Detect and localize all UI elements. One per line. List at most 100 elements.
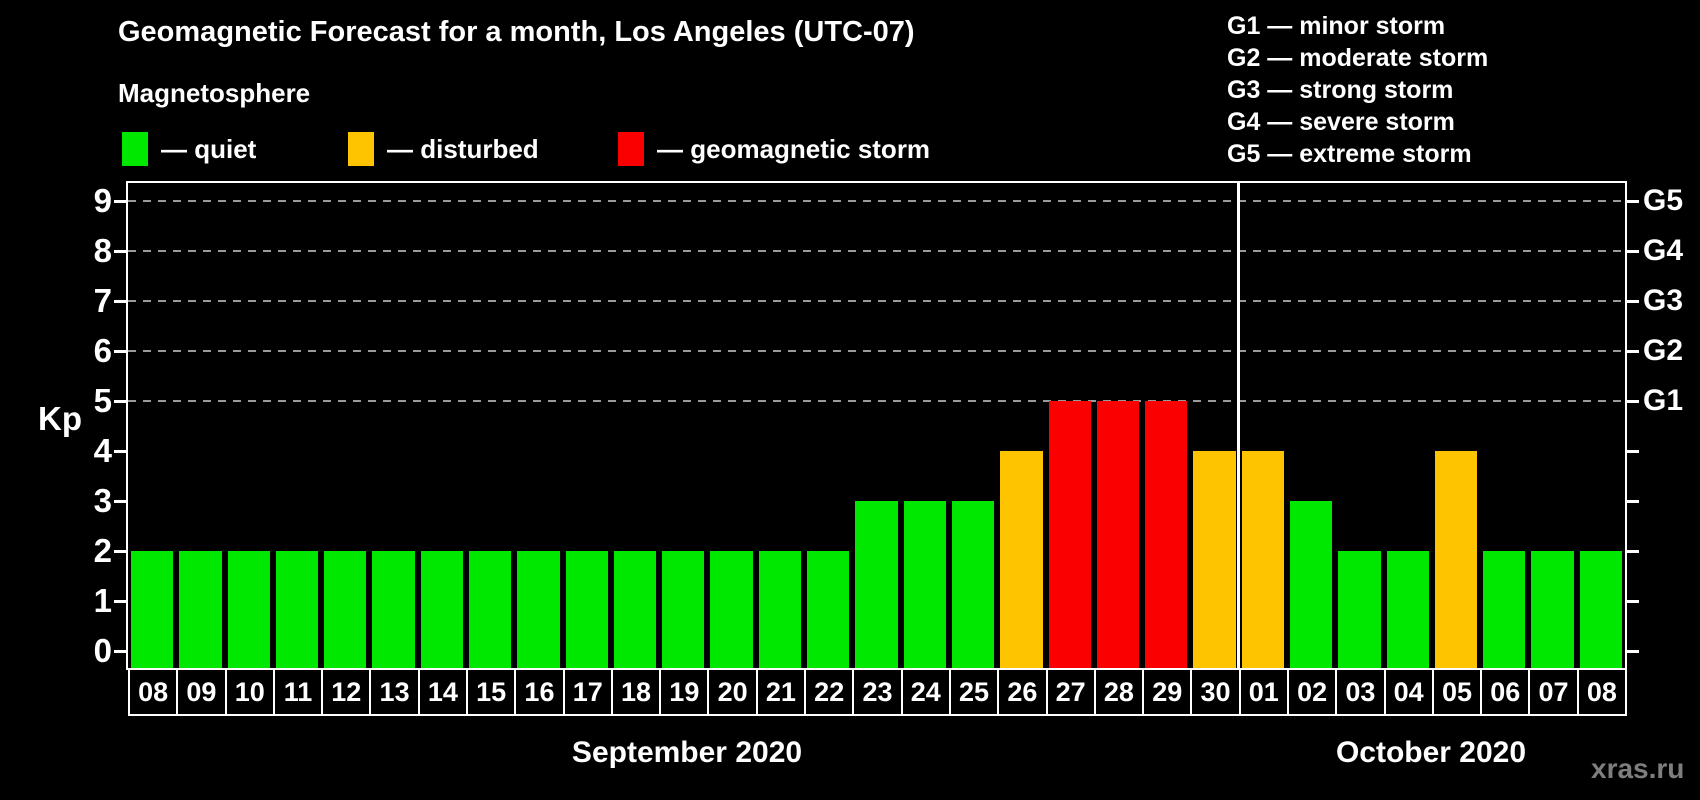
day-label-18: 18 <box>610 668 662 716</box>
y-tick-label-2: 2 <box>93 532 112 569</box>
right-tick-kp9 <box>1627 200 1639 203</box>
kp-bar-day-29 <box>1145 401 1188 668</box>
kp-bar-day-08 <box>1579 551 1622 668</box>
watermark: xras.ru <box>1591 753 1685 784</box>
storm-color-swatch <box>618 132 644 166</box>
day-label-09: 09 <box>176 668 227 716</box>
kp-bar-day-10 <box>227 551 270 668</box>
month-label-october: October 2020 <box>1335 736 1527 769</box>
g2-legend-line: G2 — moderate storm <box>1227 44 1489 72</box>
y-tick-label-0: 0 <box>93 632 112 669</box>
left-tick-kp3 <box>114 500 126 503</box>
day-label-30: 30 <box>1190 668 1241 716</box>
gridline-kp8 <box>128 250 1625 252</box>
kp-bar-day-20 <box>710 551 753 668</box>
right-tick-kp7 <box>1627 300 1639 303</box>
y-tick-label-5: 5 <box>93 382 112 419</box>
day-label-12: 12 <box>321 668 372 716</box>
day-label-05: 05 <box>1431 668 1483 716</box>
magnetosphere-label: Magnetosphere <box>118 78 311 108</box>
right-tick-kp0 <box>1627 650 1639 653</box>
day-label-11: 11 <box>272 668 324 716</box>
day-label-14: 14 <box>417 668 469 716</box>
left-tick-kp4 <box>114 450 126 453</box>
g5-legend-line: G5 — extreme storm <box>1227 140 1472 168</box>
day-label-24: 24 <box>900 668 951 716</box>
kp-bar-day-01 <box>1241 451 1284 668</box>
day-label-29: 29 <box>1142 668 1193 716</box>
legend-item-quiet: — quiet <box>122 129 256 169</box>
right-tick-kp6 <box>1627 350 1639 353</box>
kp-bar-day-14 <box>420 551 464 668</box>
gridline-kp6 <box>128 350 1625 352</box>
gridline-kp5 <box>128 400 1625 402</box>
right-tick-kp4 <box>1627 450 1639 453</box>
left-tick-kp9 <box>114 200 126 203</box>
right-tick-kp2 <box>1627 550 1639 553</box>
left-tick-kp8 <box>114 250 126 253</box>
g3-legend-line: G3 — strong storm <box>1227 76 1454 104</box>
left-tick-kp5 <box>114 400 126 403</box>
kp-bar-day-15 <box>469 551 512 668</box>
kp-bar-day-26 <box>1000 451 1043 668</box>
day-label-13: 13 <box>369 668 420 716</box>
kp-bar-day-24 <box>903 501 946 668</box>
kp-bar-day-17 <box>565 551 608 668</box>
right-axis-label-g3: G3 <box>1643 284 1684 317</box>
legend-label-storm: — geomagnetic storm <box>657 133 931 164</box>
right-axis-label-g4: G4 <box>1643 234 1684 267</box>
left-tick-kp7 <box>114 300 126 303</box>
right-tick-kp3 <box>1627 500 1639 503</box>
x-axis-day-row: 08 09 10 11 12 13 14 15 16 17 18 19 20 21 22 23 24 25 26 27… <box>128 668 1627 716</box>
day-label-08: 08 <box>128 668 179 716</box>
g-scale-legend: G1 — minor storm G2 — moderate storm G3 … <box>1227 10 1488 170</box>
left-tick-kp0 <box>114 650 126 653</box>
y-tick-label-4: 4 <box>93 432 112 469</box>
day-label-26: 26 <box>997 668 1048 716</box>
y-tick-label-6: 6 <box>93 332 112 369</box>
right-tick-kp1 <box>1627 600 1639 603</box>
kp-bar-day-18 <box>613 551 657 668</box>
day-label-06: 06 <box>1480 668 1531 716</box>
day-label-22: 22 <box>804 668 855 716</box>
plot-area <box>126 181 1627 670</box>
day-label-20: 20 <box>707 668 758 716</box>
right-axis-label-g2: G2 <box>1643 334 1684 367</box>
day-label-17: 17 <box>562 668 613 716</box>
day-label-08: 08 <box>1576 668 1627 716</box>
gridline-kp7 <box>128 300 1625 302</box>
kp-bar-day-19 <box>662 551 705 668</box>
kp-bar-day-05 <box>1434 451 1478 668</box>
day-label-21: 21 <box>755 668 807 716</box>
disturbed-color-swatch <box>348 132 374 166</box>
day-label-28: 28 <box>1093 668 1145 716</box>
g4-legend-line: G4 — severe storm <box>1227 108 1455 136</box>
kp-bar-day-11 <box>275 551 319 668</box>
legend-label-disturbed: — disturbed <box>387 133 539 164</box>
kp-bar-day-03 <box>1338 551 1381 668</box>
legend-item-disturbed: — disturbed <box>348 129 539 169</box>
day-label-10: 10 <box>224 668 275 716</box>
day-label-27: 27 <box>1045 668 1096 716</box>
legend-item-storm: — geomagnetic storm <box>618 129 930 169</box>
left-tick-kp6 <box>114 350 126 353</box>
kp-bar-day-06 <box>1483 551 1526 668</box>
kp-bar-day-16 <box>517 551 560 668</box>
y-tick-label-1: 1 <box>93 582 112 619</box>
kp-bar-day-23 <box>855 501 898 668</box>
kp-bar-day-30 <box>1193 451 1236 668</box>
left-tick-kp2 <box>114 550 126 553</box>
kp-bar-day-04 <box>1386 551 1429 668</box>
gridline-kp9 <box>128 200 1625 202</box>
right-axis-label-g5: G5 <box>1643 184 1684 217</box>
kp-bar-day-02 <box>1289 501 1333 668</box>
kp-bar-day-09 <box>179 551 222 668</box>
month-separator-line <box>1237 183 1241 668</box>
kp-bar-day-22 <box>807 551 850 668</box>
kp-bar-day-13 <box>372 551 415 668</box>
kp-bar-day-21 <box>758 551 802 668</box>
right-axis-label-g1: G1 <box>1643 384 1684 417</box>
kp-bar-day-08 <box>131 551 174 668</box>
y-tick-label-3: 3 <box>93 482 112 519</box>
